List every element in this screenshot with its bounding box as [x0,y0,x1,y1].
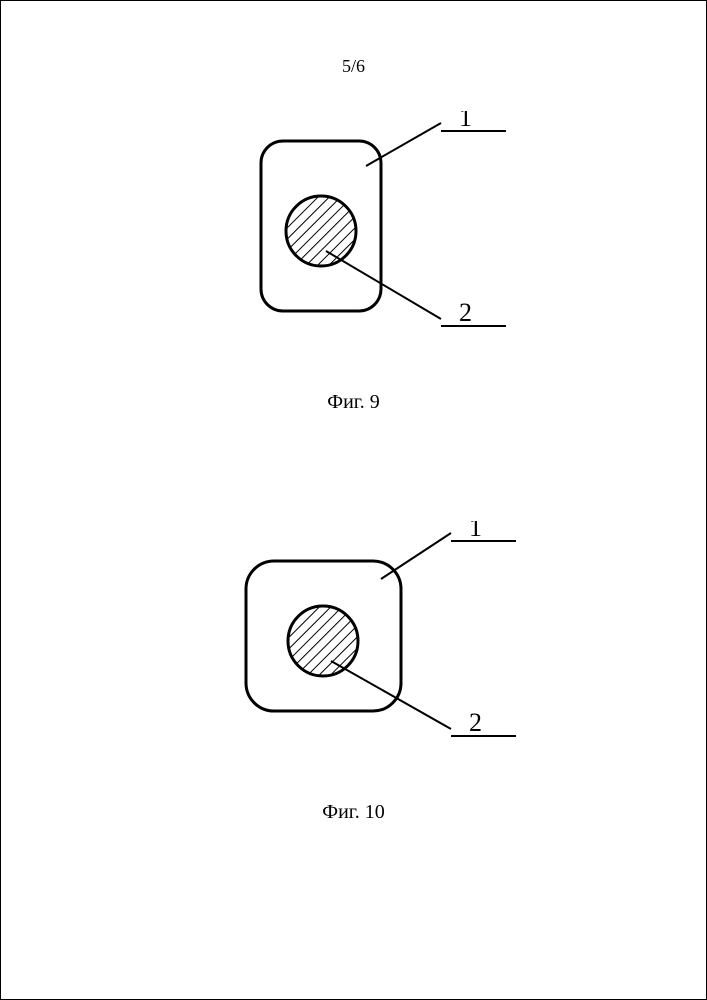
svg-text:1: 1 [469,521,482,542]
svg-text:2: 2 [459,298,472,327]
svg-text:2: 2 [469,708,482,737]
svg-text:1: 1 [459,111,472,132]
page-number: 5/6 [1,56,706,77]
figure-9-drawing: 12 [211,111,521,371]
page-frame: 5/6 12 Фиг. 9 12 Фиг. 10 [0,0,707,1000]
figure-10-drawing: 12 [201,521,521,781]
figure-9-caption: Фиг. 9 [1,391,706,414]
figure-10-caption: Фиг. 10 [1,801,706,824]
